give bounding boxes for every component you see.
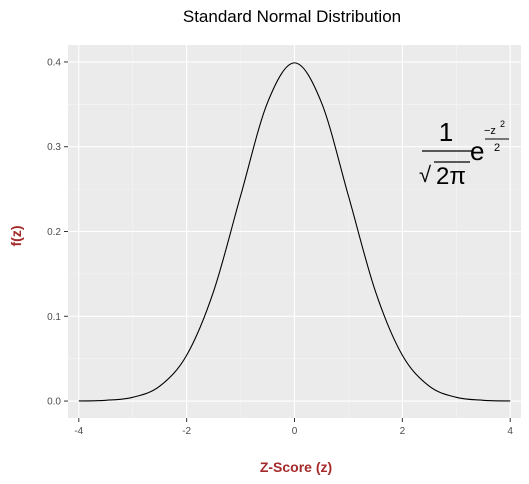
chart-title: Standard Normal Distribution — [183, 7, 401, 26]
x-tick-label: -2 — [182, 426, 191, 437]
y-axis-title: f(z) — [8, 226, 24, 247]
x-tick-label: 2 — [400, 426, 406, 437]
y-tick-label: 0.0 — [47, 397, 61, 408]
x-tick-label: 0 — [292, 426, 298, 437]
y-tick-label: 0.1 — [47, 312, 61, 323]
formula-denominator: 2π — [436, 163, 466, 190]
x-tick-label: 4 — [507, 426, 513, 437]
formula-exponent-numerator: −z — [484, 125, 496, 137]
x-axis-title: Z-Score (z) — [260, 459, 332, 475]
formula-radical: √ — [419, 162, 432, 187]
axis-ticks: -4 -2 0 2 4 0.0 0.1 0.2 0.3 0.4 — [47, 57, 513, 437]
formula-base: e — [470, 136, 484, 166]
density-curve — [78, 62, 511, 402]
x-tick-label: -4 — [74, 426, 83, 437]
y-tick-label: 0.3 — [47, 142, 61, 153]
formula-exponent-denominator: 2 — [494, 142, 500, 154]
formula-exponent-power: 2 — [500, 119, 505, 129]
formula-numerator: 1 — [439, 117, 453, 147]
y-tick-label: 0.4 — [47, 57, 61, 68]
formula-annotation: 1 √ 2π e −z 2 2 — [419, 117, 509, 190]
y-tick-label: 0.2 — [47, 227, 61, 238]
series-layer — [78, 62, 511, 402]
